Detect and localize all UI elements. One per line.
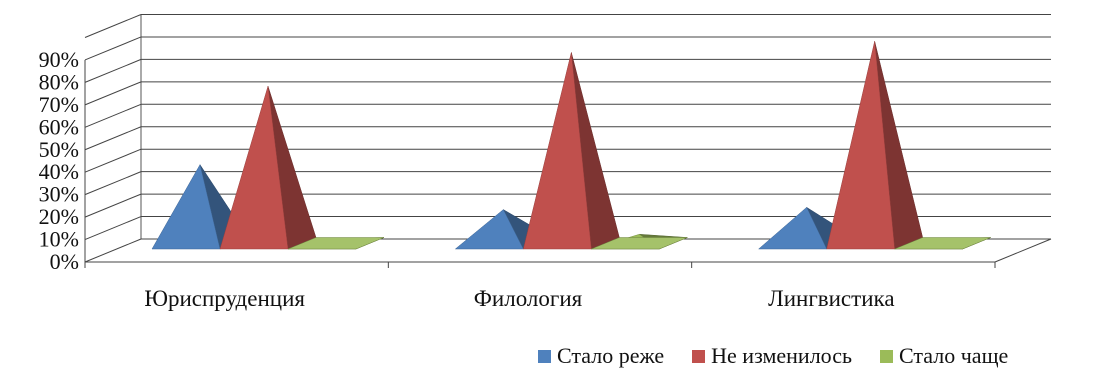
- gridline-side-40: [84, 148, 142, 173]
- floor-right-edge: [994, 238, 1052, 263]
- chart-floor: [84, 238, 1052, 268]
- gridline-side-10: [84, 216, 142, 241]
- pyramid-front-face: [151, 163, 221, 250]
- legend-swatch-series-2: [692, 349, 706, 363]
- pyramid-base-face: [287, 237, 385, 250]
- pyramid-marks: [151, 41, 991, 250]
- pyramid-Не изменилось-Юриспруденция: [219, 86, 317, 250]
- pyramid-front-face: [523, 52, 592, 250]
- legend-swatch-series-1: [538, 349, 551, 363]
- y-tick-label: 0%: [50, 249, 79, 274]
- pyramid-base-face: [894, 237, 991, 250]
- gridline-side-100: [84, 14, 142, 38]
- pyramid-front-face: [757, 206, 828, 250]
- y-tick-label: 70%: [39, 92, 79, 117]
- y-tick-label: 20%: [39, 204, 79, 229]
- pyramid-Стало чаще-Юриспруденция: [287, 237, 385, 250]
- legend-label-series-2: Не изменилось: [711, 343, 853, 368]
- y-tick-label: 40%: [39, 159, 79, 184]
- legend-label-series-1: Стало реже: [557, 343, 665, 368]
- legend-swatch-series-3: [880, 349, 894, 363]
- category-label: Юриспруденция: [144, 286, 305, 311]
- y-tick-label: 60%: [39, 114, 79, 139]
- category-label: Лингвистика: [768, 286, 894, 311]
- y-tick-label: 30%: [39, 182, 79, 207]
- gridline-side-20: [84, 193, 142, 218]
- pyramid-Стало чаще-Лингвистика: [894, 237, 991, 250]
- gridline-side-50: [84, 126, 142, 151]
- pyramid-front-face: [219, 86, 289, 250]
- y-tick-label: 50%: [39, 137, 79, 162]
- y-tick-label: 80%: [39, 69, 79, 94]
- pyramid-Не изменилось-Филология: [523, 52, 620, 250]
- pyramid-Не изменилось-Лингвистика: [826, 41, 923, 250]
- legend-item-series-1: Стало реже: [538, 343, 664, 369]
- legend: Стало реже Не изменилось Стало чаще: [538, 343, 1008, 369]
- gridline-side-30: [84, 171, 142, 196]
- pyramid-base-face: [591, 237, 688, 250]
- x-axis-category-labels: Юриспруденция Филология Лингвистика: [144, 286, 894, 311]
- y-tick-label: 10%: [39, 227, 79, 252]
- gridline-side-80: [84, 58, 142, 83]
- pyramid-front-face: [826, 41, 895, 250]
- gridline-side-60: [84, 103, 142, 128]
- legend-item-series-2: Не изменилось: [692, 343, 852, 369]
- gridline-side-90: [84, 36, 142, 61]
- category-label: Филология: [474, 286, 583, 311]
- gridline-side-70: [84, 81, 142, 106]
- pyramid-Стало чаще-Филология: [591, 233, 688, 250]
- y-tick-label: 90%: [39, 47, 79, 72]
- pyramid-front-face: [454, 209, 524, 250]
- legend-item-series-3: Стало чаще: [880, 343, 1008, 369]
- y-axis-tick-labels: 0%10%20%30%40%50%60%70%80%90%: [39, 47, 79, 274]
- legend-label-series-3: Стало чаще: [899, 343, 1009, 368]
- gridline-side-0: [84, 238, 142, 263]
